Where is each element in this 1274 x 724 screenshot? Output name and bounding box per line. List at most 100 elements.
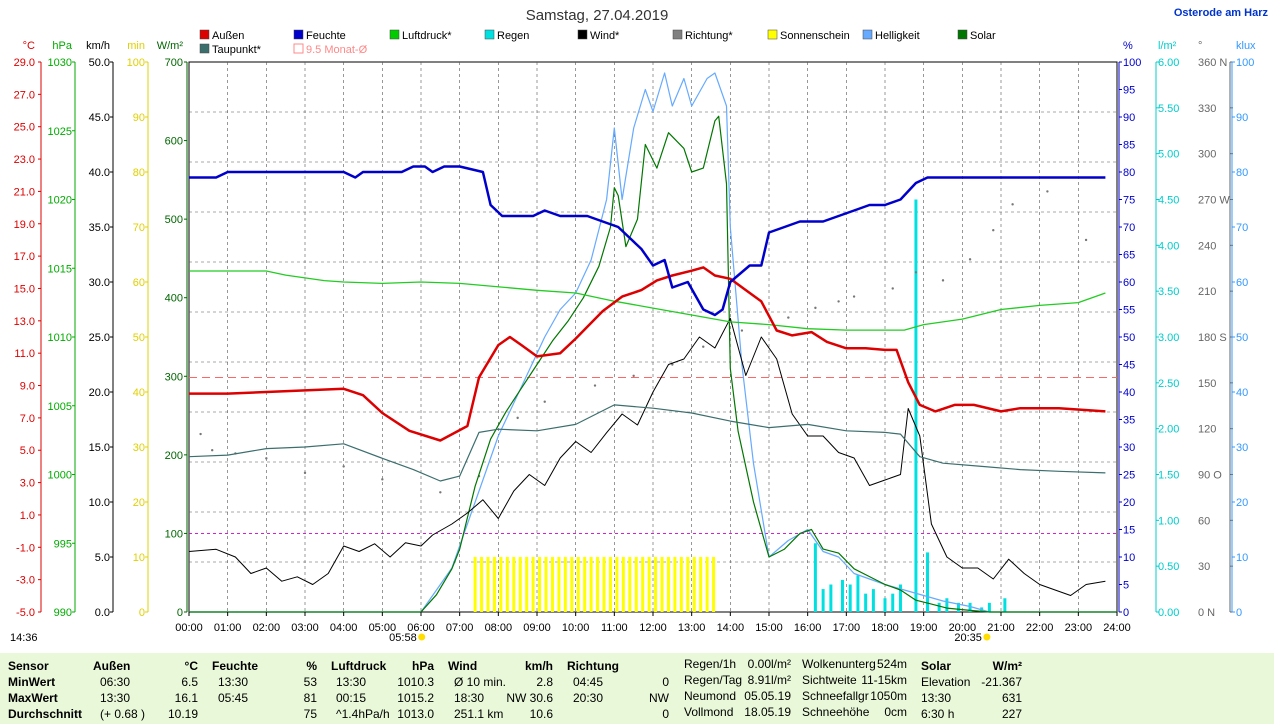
legend-label: Regen (497, 30, 529, 42)
axis-tick-label: 21.0 (14, 186, 35, 198)
sunshine-bar (576, 557, 580, 612)
legend-label: Richtung* (685, 30, 733, 42)
x-axis-tick-label: 04:00 (330, 622, 358, 634)
x-axis-tick-label: 07:00 (446, 622, 474, 634)
x-axis-tick-label: 18:00 (871, 622, 899, 634)
x-axis-tick-label: 09:00 (523, 622, 551, 634)
axis-tick-label: 23.0 (14, 154, 35, 166)
sunshine-bar (608, 557, 612, 612)
x-axis-tick-label: 05:00 (369, 622, 397, 634)
axis-tick-label: 50.0 (89, 57, 110, 69)
axis-tick-label: 9.0 (20, 381, 35, 393)
temperature-line (189, 266, 1106, 442)
legend-item: Feuchte (293, 29, 346, 42)
sunshine-bar (673, 557, 677, 612)
misc-value: 8.91l/m² (747, 673, 791, 687)
pressure-line (189, 270, 1106, 331)
axis-tick-label: 5 (1123, 580, 1129, 592)
axis-tick-label: 95 (1123, 85, 1135, 97)
axis-tick-label: 60 (1123, 277, 1135, 289)
rain-bar (987, 602, 991, 612)
x-axis-tick-label: 16:00 (794, 622, 822, 634)
rain-bar (813, 543, 817, 612)
misc-label: Neumond (684, 689, 737, 703)
axis-tick-label: 20 (1236, 497, 1248, 509)
axis-tick-label: 200 (165, 450, 183, 462)
wind-time: 18:30 (454, 691, 485, 705)
rain-bar (937, 602, 941, 612)
x-axis-tick-label: 24:00 (1103, 622, 1131, 634)
axis-tick-label: 150 (1198, 378, 1216, 390)
legend-label: Solar (970, 30, 996, 42)
axis-unit-label: °C (23, 40, 35, 52)
axis-tick-label: 40 (133, 387, 145, 399)
axis-°: ° 360 N 330 300 270 W 240 210 180 S 150 120 90 O 60… (1198, 40, 1233, 619)
direction-dot (439, 491, 442, 494)
axis-tick-label: 25.0 (89, 332, 110, 344)
misc-value: 18.05.19 (744, 705, 791, 719)
axis-tick-label: 700 (165, 57, 183, 69)
sunshine-bar (538, 557, 542, 612)
row-label: MaxWert (8, 691, 58, 705)
axis-tick-label: 1020 (48, 195, 72, 207)
axis-unit-label: hPa (52, 40, 72, 52)
axis-tick-label: 1030 (48, 57, 72, 69)
sunshine-bar (692, 557, 696, 612)
axis-tick-label: 1005 (48, 401, 72, 413)
axis-°C: °C 29.0 27.0 25.0 23.0 21.0 19.0 17.0 15.0 13.0 11… (14, 40, 42, 619)
axis-tick-label: 300 (165, 371, 183, 383)
row-label: MinWert (8, 675, 56, 689)
axis-tick-label: 0.0 (95, 607, 110, 619)
direction-dot (1011, 203, 1014, 206)
wind-value: NW 30.6 (506, 691, 553, 705)
sunshine-bar (699, 557, 703, 612)
axis-unit-label: klux (1236, 40, 1256, 52)
x-axis-tick-label: 21:00 (987, 622, 1015, 634)
legend-label: Außen (212, 30, 244, 42)
axis-tick-label: 5.0 (20, 445, 35, 457)
axis-tick-label: 70 (1236, 222, 1248, 234)
axis-tick-label: 0.50 (1158, 561, 1179, 573)
rain-bar (891, 593, 895, 612)
solar-value: -21.367 (981, 675, 1022, 689)
x-axis-tick-label: 03:00 (291, 622, 319, 634)
legend-swatch (577, 29, 588, 40)
axis-tick-label: 25.0 (14, 122, 35, 134)
direction-dot (787, 316, 790, 319)
rain-bar (840, 579, 844, 612)
axis-tick-label: -3.0 (16, 575, 35, 587)
brightness-line (189, 72, 1117, 613)
misc-label: Schneehöhe (802, 705, 870, 719)
legend-item: Regen (484, 29, 529, 42)
sunshine-bar (712, 557, 716, 612)
x-axis-tick-label: 01:00 (214, 622, 242, 634)
misc-value: 0cm (884, 705, 907, 719)
axis-unit-label: W/m² (157, 40, 184, 52)
rain-bar (883, 598, 887, 612)
sunshine-bar (654, 557, 658, 612)
axis-tick-label: 360 N (1198, 57, 1227, 69)
solar-value: 631 (1001, 691, 1022, 705)
legend-swatch (767, 29, 778, 40)
axis-tick-label: 50 (133, 332, 145, 344)
sunshine-bar (570, 557, 574, 612)
legend-label: Taupunkt* (212, 44, 262, 56)
rain-bar (968, 602, 972, 612)
dewpoint-line (188, 404, 1106, 482)
legend-label: Feuchte (306, 30, 346, 42)
axis-tick-label: 17.0 (14, 251, 35, 263)
legend-label: Luftdruck* (402, 30, 452, 42)
axis-tick-label: 0 (139, 607, 145, 619)
sunshine-bar (647, 557, 651, 612)
axis-tick-label: 300 (1198, 149, 1216, 161)
axis-tick-label: 30 (1123, 442, 1135, 454)
axis-tick-label: 10.0 (89, 497, 110, 509)
x-axis-tick-label: 23:00 (1065, 622, 1093, 634)
direction-dot (199, 432, 202, 436)
legend-swatch (293, 29, 304, 40)
sun-icon (418, 633, 426, 641)
luftdruck-value: 1015.2 (397, 691, 434, 705)
location-link[interactable]: Osterode am Harz (1174, 7, 1269, 19)
x-axis: 00:00 01:00 02:00 03:00 04:00 05:00 06:00 07:00… (10, 612, 1131, 644)
